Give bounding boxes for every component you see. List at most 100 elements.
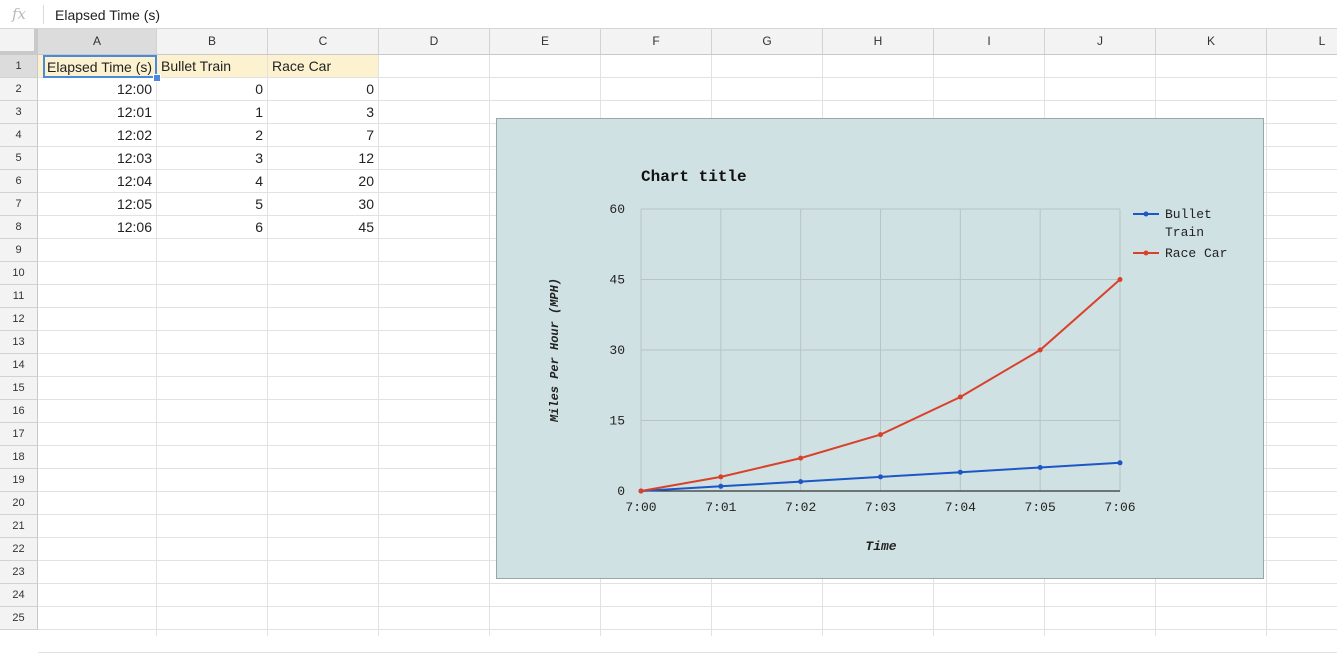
row-header-19[interactable]: 19 [0,469,38,492]
row-header-7[interactable]: 7 [0,193,38,216]
legend-label: Race Car [1165,246,1227,261]
select-all-corner[interactable] [0,29,38,55]
column-header-e[interactable]: E [490,29,601,54]
formula-divider [43,5,44,24]
row-header-13[interactable]: 13 [0,331,38,354]
legend-swatch-marker [1143,211,1149,217]
row-header-11[interactable]: 11 [0,285,38,308]
x-tick-label: 7:02 [785,500,816,515]
column-header-l[interactable]: L [1267,29,1337,54]
data-cell-c7[interactable]: 30 [358,196,374,212]
data-cell-a3[interactable]: 12:01 [116,104,152,120]
x-tick-label: 7:01 [705,500,736,515]
row-header-24[interactable]: 24 [0,584,38,607]
data-cell-a2[interactable]: 12:00 [116,81,152,97]
row-header-10[interactable]: 10 [0,262,38,285]
row-header-21[interactable]: 21 [0,515,38,538]
data-cell-a7[interactable]: 12:05 [116,196,152,212]
data-point-race-car [878,432,883,438]
data-cell-a8[interactable]: 12:06 [116,219,152,235]
x-tick-label: 7:06 [1104,500,1135,515]
data-point-bullet-train [798,479,804,485]
data-cell-b3[interactable]: 1 [255,104,263,120]
row-header-25[interactable]: 25 [0,607,38,630]
data-cell-c3[interactable]: 3 [366,104,374,120]
grid-column-line [489,55,490,636]
active-cell-highlight[interactable] [43,55,157,78]
x-tick-label: 7:04 [945,500,976,515]
row-header-22[interactable]: 22 [0,538,38,561]
chart-canvas: 0 15 30 45 60 7:00 7:01 7:02 7:03 7:04 7:05 7:06 Cha… [548,168,1227,554]
row-header-14[interactable]: 14 [0,354,38,377]
grid-row-line [38,100,1337,101]
data-cell-c4[interactable]: 7 [366,127,374,143]
row-header-12[interactable]: 12 [0,308,38,331]
column-header-i[interactable]: I [934,29,1045,54]
legend-label: Bullet Train [1165,207,1212,240]
column-header-a[interactable]: A [38,29,157,54]
row-header-1[interactable]: 1 [0,55,38,78]
data-cell-a5[interactable]: 12:03 [116,150,152,166]
data-point-race-car [718,474,724,480]
column-header-b[interactable]: B [157,29,268,54]
column-header-g[interactable]: G [712,29,823,54]
column-header-c[interactable]: C [268,29,379,54]
data-cell-a4[interactable]: 12:02 [116,127,152,143]
row-header-6[interactable]: 6 [0,170,38,193]
row-header-5[interactable]: 5 [0,147,38,170]
data-cell-c2[interactable]: 0 [366,81,374,97]
y-tick-label: 15 [609,414,625,429]
row-header-23[interactable]: 23 [0,561,38,584]
data-cell-b2[interactable]: 0 [255,81,263,97]
data-cell-a6[interactable]: 12:04 [116,173,152,189]
data-point-race-car [957,394,963,400]
formula-input[interactable]: Elapsed Time (s) [55,7,161,23]
row-header-15[interactable]: 15 [0,377,38,400]
header-cell-c1[interactable]: Race Car [268,55,378,77]
y-tick-label: 60 [609,202,625,217]
data-cell-c5[interactable]: 12 [358,150,374,166]
grid-row-line [38,629,1337,630]
row-header-8[interactable]: 8 [0,216,38,239]
y-tick-label: 30 [609,343,625,358]
data-cell-b4[interactable]: 2 [255,127,263,143]
row-header-9[interactable]: 9 [0,239,38,262]
data-cell-b6[interactable]: 4 [255,173,263,189]
header-cell-b1[interactable]: Bullet Train [157,55,267,77]
x-axis-label: Time [865,539,896,554]
y-axis-label: Miles Per Hour (MPH) [548,278,562,423]
row-header-3[interactable]: 3 [0,101,38,124]
row-header-17[interactable]: 17 [0,423,38,446]
data-cell-c6[interactable]: 20 [358,173,374,189]
column-header-f[interactable]: F [601,29,712,54]
grid-column-line [1266,55,1267,636]
column-header-h[interactable]: H [823,29,934,54]
grid-row-line [38,583,1337,584]
data-cell-b5[interactable]: 3 [255,150,263,166]
data-point-bullet-train [957,469,963,475]
data-point-race-car [638,488,644,494]
data-point-bullet-train [1037,465,1043,470]
row-header-20[interactable]: 20 [0,492,38,515]
data-cell-c8[interactable]: 45 [358,219,374,235]
column-header-k[interactable]: K [1156,29,1267,54]
data-cell-b7[interactable]: 5 [255,196,263,212]
fx-icon: fx [11,5,26,23]
x-tick-label: 7:03 [865,500,896,515]
column-header-j[interactable]: J [1045,29,1156,54]
y-tick-label: 45 [609,273,625,288]
grid-row-line [38,77,1337,78]
data-cell-b8[interactable]: 6 [255,219,263,235]
grid-column-line [156,55,157,636]
row-header-4[interactable]: 4 [0,124,38,147]
row-header-18[interactable]: 18 [0,446,38,469]
fill-handle[interactable] [153,74,161,82]
active-cell-text[interactable]: Elapsed Time (s) [47,59,153,75]
embedded-chart[interactable]: 0 15 30 45 60 7:00 7:01 7:02 7:03 7:04 7:05 7:06 Cha… [496,118,1264,579]
row-header-16[interactable]: 16 [0,400,38,423]
x-tick-label: 7:05 [1025,500,1056,515]
column-header-d[interactable]: D [379,29,490,54]
data-point-race-car [1037,347,1043,353]
row-header-2[interactable]: 2 [0,78,38,101]
